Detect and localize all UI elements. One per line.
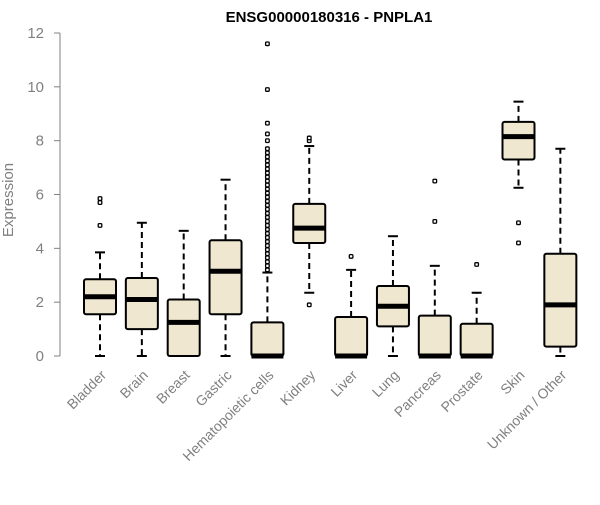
box-iqr <box>501 120 536 161</box>
box-iqr <box>124 276 159 331</box>
box-iqr <box>166 298 201 358</box>
box-unknown-other <box>543 147 578 357</box>
outlier-point <box>264 170 270 176</box>
box-iqr <box>250 321 285 357</box>
box-brain <box>124 221 159 357</box>
box-iqr <box>543 252 578 348</box>
outlier-point <box>264 174 270 180</box>
outlier-point <box>264 120 270 126</box>
outlier-point <box>306 302 312 308</box>
outlier-point <box>264 243 270 249</box>
chart-title: ENSG00000180316 - PNPLA1 <box>226 9 433 26</box>
outlier-point <box>516 240 521 246</box>
outlier-point <box>264 150 270 156</box>
outlier-point <box>264 178 270 184</box>
outlier-point <box>264 267 270 273</box>
outlier-point <box>264 154 270 160</box>
box-iqr <box>334 315 369 357</box>
y-tick-label: 4 <box>36 240 44 257</box>
outlier-point <box>264 218 270 224</box>
box-lung <box>375 235 410 357</box>
x-category-label: Kidney <box>277 367 319 409</box>
outlier-point <box>264 162 270 168</box>
x-category-label: Unknown / Other <box>484 367 570 453</box>
y-tick-label: 0 <box>36 348 44 365</box>
outlier-point <box>264 251 270 257</box>
outlier-point <box>264 194 270 200</box>
x-category-label: Skin <box>497 367 528 398</box>
box-iqr <box>417 314 452 357</box>
box-prostate <box>459 262 494 359</box>
outlier-point <box>264 146 270 152</box>
outlier-point <box>264 182 270 188</box>
x-category-label: Bladder <box>64 367 110 413</box>
outlier-point <box>264 247 270 253</box>
y-tick-label: 6 <box>36 187 44 204</box>
outlier-point <box>264 227 270 232</box>
y-axis: 0 2 4 6 8 10 12 <box>27 25 61 365</box>
outlier-point <box>97 223 103 228</box>
outlier-point <box>264 202 270 208</box>
x-category-label: Brain <box>117 367 151 401</box>
outlier-point <box>306 135 312 141</box>
outlier-point <box>264 239 270 245</box>
box-series <box>83 41 578 359</box>
outlier-point <box>97 196 103 201</box>
outlier-point <box>264 210 270 216</box>
outlier-point <box>432 218 438 224</box>
box-pancreas <box>417 178 452 359</box>
box-skin <box>501 100 536 246</box>
box-liver <box>334 253 369 359</box>
outlier-point <box>97 200 103 206</box>
box-iqr <box>292 202 327 244</box>
outlier-point <box>264 166 270 172</box>
x-category-label: Lung <box>369 367 402 400</box>
outlier-point <box>264 41 270 47</box>
x-category-label: Liver <box>327 367 360 400</box>
box-kidney <box>292 135 327 308</box>
outlier-point <box>474 262 480 267</box>
outlier-point <box>264 186 270 192</box>
y-axis-title: Expression <box>0 163 17 237</box>
outlier-point <box>264 231 270 236</box>
outlier-point <box>264 259 270 265</box>
outlier-point <box>264 87 270 92</box>
outlier-point <box>432 178 438 184</box>
y-tick-label: 2 <box>36 294 44 311</box>
box-iqr <box>459 322 494 358</box>
y-tick-label: 8 <box>36 133 44 150</box>
y-tick-label: 12 <box>27 25 44 42</box>
x-category-label: Prostate <box>438 367 486 415</box>
x-category-label: Breast <box>153 367 193 407</box>
box-bladder <box>83 196 117 357</box>
outlier-point <box>264 158 270 164</box>
outlier-point <box>264 255 270 261</box>
box-hematopoietic-cells <box>250 41 285 359</box>
outlier-point <box>264 235 270 241</box>
outlier-point <box>264 223 270 228</box>
outlier-point <box>264 198 270 204</box>
box-breast <box>166 229 201 358</box>
outlier-point <box>516 220 521 226</box>
outlier-point <box>264 138 270 144</box>
y-tick-label: 10 <box>27 79 44 96</box>
outlier-point <box>348 253 354 259</box>
outlier-point <box>264 131 270 137</box>
box-gastric <box>208 178 243 357</box>
outlier-point <box>264 214 270 220</box>
box-iqr <box>208 239 243 316</box>
x-category-label: Pancreas <box>391 367 444 420</box>
outlier-point <box>264 263 270 269</box>
outlier-point <box>264 190 270 196</box>
outlier-point <box>264 206 270 212</box>
